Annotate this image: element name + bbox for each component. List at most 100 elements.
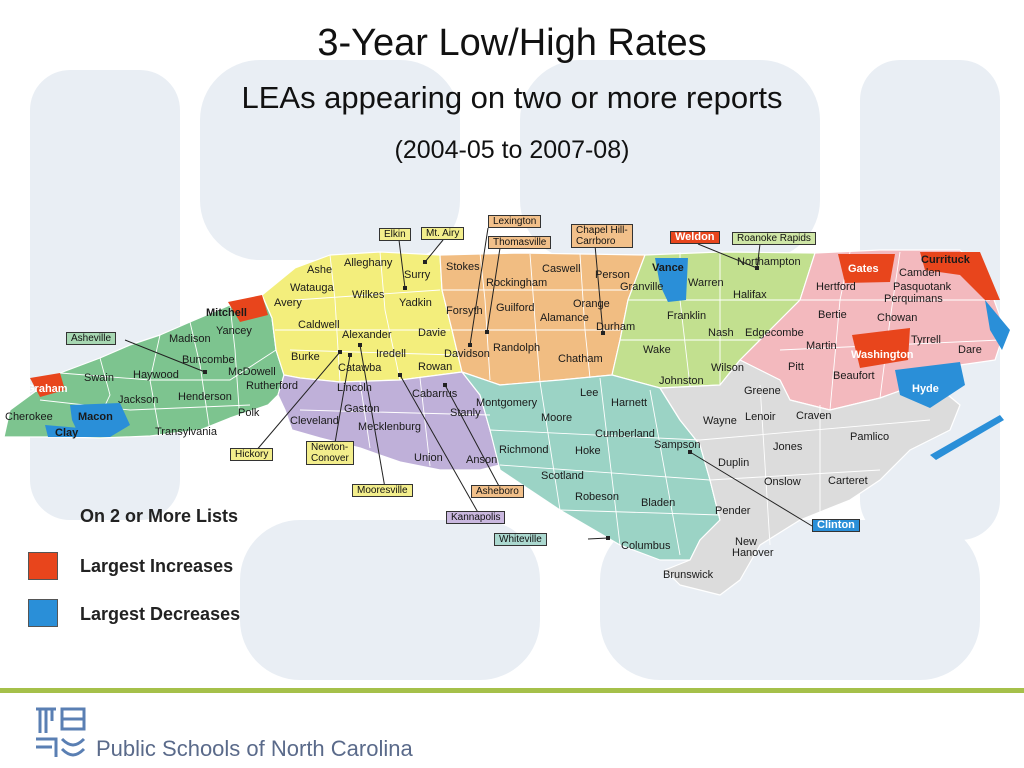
mitchell-county-increase xyxy=(228,295,268,322)
footer-divider xyxy=(0,688,1024,693)
county-haywood: Haywood xyxy=(133,369,179,381)
city-label-lexington: Lexington xyxy=(488,215,542,228)
county-pamlico: Pamlico xyxy=(850,431,889,443)
county-wake: Wake xyxy=(643,344,671,356)
county-brunswick: Brunswick xyxy=(663,569,714,581)
county-cumberland: Cumberland xyxy=(595,428,655,440)
county-randolph: Randolph xyxy=(493,342,540,354)
city-label-thomasville: Thomasville xyxy=(488,236,552,249)
county-northampton: Northampton xyxy=(737,256,801,268)
city-label-mt-airy: Mt. Airy xyxy=(421,227,465,240)
county-alexander: Alexander xyxy=(342,329,392,341)
date-range: (2004-05 to 2007-08) xyxy=(394,136,630,164)
county-sampson: Sampson xyxy=(654,439,700,451)
county-cherokee: Cherokee xyxy=(5,411,53,423)
county-lincoln: Lincoln xyxy=(337,382,372,394)
dpi-logo-icon xyxy=(36,707,86,757)
county-orange: Orange xyxy=(573,298,610,310)
county-scotland: Scotland xyxy=(541,470,584,482)
county-granville: Granville xyxy=(620,281,663,293)
city-label-kannapolis: Kannapolis xyxy=(446,511,506,524)
county-hertford: Hertford xyxy=(816,281,856,293)
hyde-county-decrease xyxy=(895,362,965,408)
county-perquimans: Perquimans xyxy=(884,293,943,305)
county-wilson: Wilson xyxy=(711,362,744,374)
vance-county-decrease xyxy=(655,258,688,302)
county-tyrrell: Tyrrell xyxy=(911,334,941,346)
currituck-county-increase xyxy=(920,252,1000,300)
county-nash: Nash xyxy=(708,327,734,339)
county-yancey: Yancey xyxy=(216,325,252,337)
county-madison: Madison xyxy=(169,333,211,345)
county-mcdowell: McDowell xyxy=(228,366,276,378)
county-hyde: Hyde xyxy=(912,383,939,395)
county-polk: Polk xyxy=(238,407,260,419)
county-rowan: Rowan xyxy=(418,361,452,373)
page-title: 3-Year Low/High Rates xyxy=(317,22,707,64)
county-harnett: Harnett xyxy=(611,397,647,409)
county-rockingham: Rockingham xyxy=(486,277,547,289)
county-union: Union xyxy=(414,452,443,464)
county-buncombe: Buncombe xyxy=(182,354,235,366)
county-durham: Durham xyxy=(596,321,635,333)
county-chowan: Chowan xyxy=(877,312,917,324)
county-forsyth: Forsyth xyxy=(446,305,483,317)
county-alamance: Alamance xyxy=(540,312,589,324)
county-mecklenburg: Mecklenburg xyxy=(358,421,421,433)
county-camden: Camden xyxy=(899,267,941,279)
county-anson: Anson xyxy=(466,454,497,466)
county-new-hanover-2: Hanover xyxy=(732,547,774,559)
washington-county-increase xyxy=(852,328,910,368)
region-south-central xyxy=(277,371,501,471)
county-lenoir: Lenoir xyxy=(745,411,776,423)
county-montgomery: Montgomery xyxy=(476,397,538,409)
county-gaston: Gaston xyxy=(344,403,379,415)
county-halifax: Halifax xyxy=(733,289,767,301)
county-catawba: Catawba xyxy=(338,362,382,374)
county-avery: Avery xyxy=(274,297,302,309)
county-robeson: Robeson xyxy=(575,491,619,503)
city-label-mooresville: Mooresville xyxy=(352,484,413,497)
county-wilkes: Wilkes xyxy=(352,289,385,301)
county-transylvania: Transylvania xyxy=(155,426,218,438)
city-label-weldon: Weldon xyxy=(670,231,720,244)
county-mitchell: Mitchell xyxy=(206,307,247,319)
county-stokes: Stokes xyxy=(446,261,480,273)
county-ashe: Ashe xyxy=(307,264,332,276)
county-alleghany: Alleghany xyxy=(344,257,393,269)
county-caldwell: Caldwell xyxy=(298,319,340,331)
county-burke: Burke xyxy=(291,351,320,363)
county-chatham: Chatham xyxy=(558,353,603,365)
legend-title: On 2 or More Lists xyxy=(80,506,239,526)
city-label-clinton: Clinton xyxy=(812,519,860,532)
city-label-chapel-hill-line2: Carrboro xyxy=(576,236,616,247)
county-davie: Davie xyxy=(418,327,446,339)
city-label-asheville: Asheville xyxy=(66,332,117,345)
county-martin: Martin xyxy=(806,340,837,352)
county-guilford: Guilford xyxy=(496,302,535,314)
county-new-hanover-1: New xyxy=(735,536,757,548)
legend-increase-swatch xyxy=(28,552,58,580)
county-carteret: Carteret xyxy=(828,475,868,487)
county-jackson: Jackson xyxy=(118,394,158,406)
county-rutherford: Rutherford xyxy=(246,380,298,392)
county-moore: Moore xyxy=(541,412,572,424)
city-label-elkin: Elkin xyxy=(379,228,411,241)
macon-county-decrease xyxy=(70,403,130,437)
city-label-asheboro: Asheboro xyxy=(471,485,524,498)
county-stanly: Stanly xyxy=(450,407,481,419)
city-label-newton-line1: Newton- xyxy=(311,442,349,453)
county-warren: Warren xyxy=(688,277,724,289)
county-bladen: Bladen xyxy=(641,497,675,509)
county-surry: Surry xyxy=(404,269,431,281)
footer-org-name: Public Schools of North Carolina xyxy=(96,736,413,761)
clay-county-decrease xyxy=(45,425,80,437)
county-beaufort: Beaufort xyxy=(833,370,875,382)
county-yadkin: Yadkin xyxy=(399,297,432,309)
county-duplin: Duplin xyxy=(718,457,749,469)
city-label-hickory: Hickory xyxy=(230,448,274,461)
county-pasquotank: Pasquotank xyxy=(893,281,952,293)
county-currituck: Currituck xyxy=(921,254,971,266)
legend-decrease-label: Largest Decreases xyxy=(80,604,241,624)
county-watauga: Watauga xyxy=(290,282,335,294)
